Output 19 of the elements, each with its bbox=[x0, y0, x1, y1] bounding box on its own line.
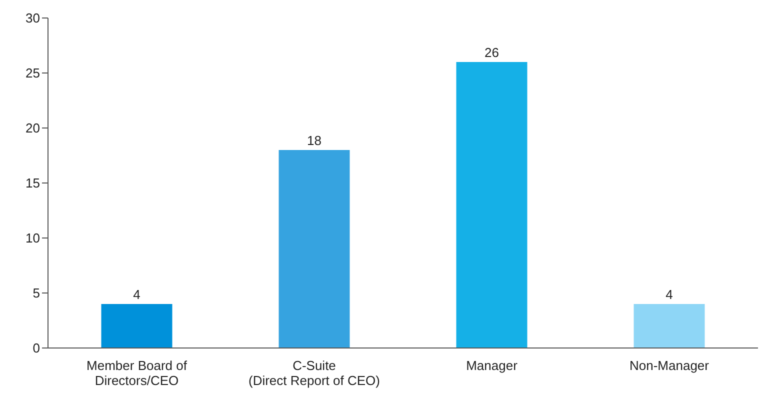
bar bbox=[456, 62, 528, 348]
y-tick-label: 15 bbox=[26, 176, 40, 191]
y-tick-label: 20 bbox=[26, 120, 40, 136]
x-tick-label: Non-Manager bbox=[630, 358, 710, 373]
bar bbox=[634, 304, 705, 348]
data-label: 26 bbox=[484, 45, 499, 60]
data-label: 4 bbox=[133, 287, 140, 302]
y-tick-label: 5 bbox=[32, 286, 40, 301]
y-tick-label: 0 bbox=[32, 340, 40, 356]
data-label: 18 bbox=[307, 133, 322, 148]
y-tick-label: 30 bbox=[26, 10, 40, 26]
y-tick-label: 10 bbox=[26, 230, 40, 246]
data-label: 4 bbox=[666, 287, 673, 302]
bar bbox=[278, 150, 350, 348]
x-tick-label: Member Board of Directors/CEO bbox=[86, 358, 188, 388]
x-tick-label: Manager bbox=[466, 358, 518, 373]
y-tick-label: 25 bbox=[26, 66, 40, 81]
x-tick-label: C-Suite (Direct Report of CEO) bbox=[248, 358, 380, 388]
bar bbox=[101, 304, 172, 348]
